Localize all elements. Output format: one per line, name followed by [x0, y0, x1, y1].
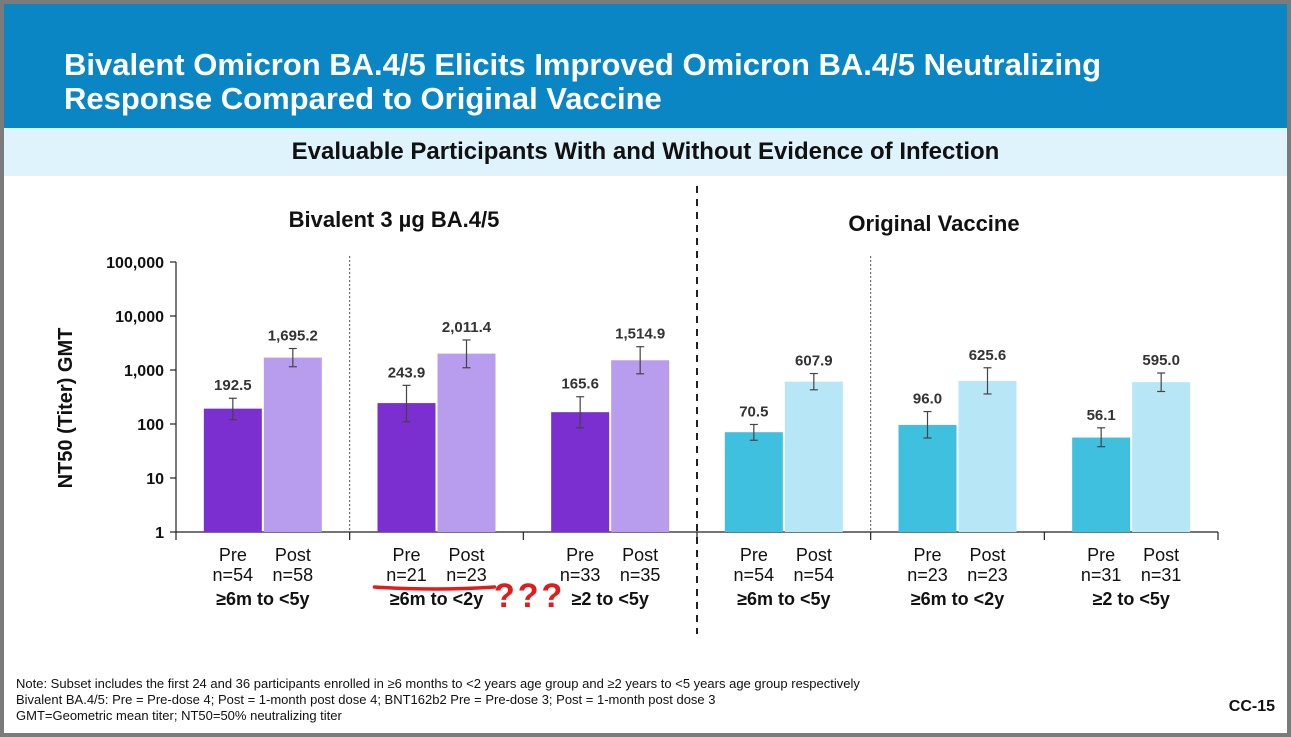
data-label: 243.9	[388, 364, 426, 381]
x-sample-size-label: n=58	[273, 565, 314, 585]
bar-bivalent-0-pre	[203, 408, 262, 532]
bar-bivalent-2-pre	[551, 412, 610, 532]
x-group-label: ≥6m to <2y	[390, 589, 483, 609]
bar-original-5-pre	[1072, 437, 1131, 532]
data-label: 625.6	[969, 347, 1007, 364]
x-sample-size-label: n=35	[620, 565, 661, 585]
bar-bivalent-0-post	[263, 357, 322, 532]
x-category-label: Post	[969, 545, 1005, 565]
slide-title: Bivalent Omicron BA.4/5 Elicits Improved…	[64, 47, 1102, 116]
data-label: 1,514.9	[615, 326, 665, 343]
x-category-label: Pre	[566, 545, 594, 565]
bar-original-5-post	[1132, 382, 1191, 532]
data-label: 165.6	[561, 376, 599, 393]
x-sample-size-label: n=31	[1081, 565, 1122, 585]
data-label: 96.0	[913, 391, 942, 408]
y-tick-label: 100,000	[106, 255, 164, 272]
y-tick-label: 10	[146, 471, 164, 488]
x-category-label: Pre	[392, 545, 420, 565]
neutralizing-titer-chart: 1101001,00010,000100,000192.5Pren=541,69…	[106, 186, 1219, 634]
x-group-label: ≥6m to <5y	[216, 589, 309, 609]
x-category-label: Pre	[913, 545, 941, 565]
x-category-label: Post	[622, 545, 658, 565]
x-sample-size-label: n=33	[560, 565, 601, 585]
x-category-label: Post	[796, 545, 832, 565]
x-group-label: ≥6m to <5y	[737, 589, 830, 609]
panel-title-original: Original Vaccine	[848, 211, 1020, 236]
x-sample-size-label: n=23	[446, 565, 487, 585]
footnote-line-3: GMT=Geometric mean titer; NT50=50% neutr…	[16, 708, 342, 723]
x-category-label: Post	[448, 545, 484, 565]
bar-original-3-pre	[724, 432, 783, 532]
x-sample-size-label: n=21	[386, 565, 427, 585]
footnote-line-1: Note: Subset includes the first 24 and 3…	[16, 676, 860, 691]
bar-original-4-pre	[898, 424, 957, 532]
subtitle-bar: Evaluable Participants With and Without …	[4, 128, 1287, 176]
bar-bivalent-1-pre	[377, 403, 436, 532]
bar-original-4-post	[958, 380, 1017, 532]
x-category-label: Post	[275, 545, 311, 565]
bar-bivalent-2-post	[611, 360, 670, 532]
x-sample-size-label: n=31	[1141, 565, 1182, 585]
question-marks-annotation: ???	[494, 577, 566, 615]
slide-code: CC-15	[1228, 698, 1275, 715]
x-category-label: Pre	[219, 545, 247, 565]
x-sample-size-label: n=54	[213, 565, 254, 585]
data-label: 2,011.4	[442, 319, 492, 336]
y-tick-label: 100	[137, 417, 164, 434]
x-group-label: ≥6m to <2y	[911, 589, 1004, 609]
x-sample-size-label: n=54	[734, 565, 775, 585]
x-group-label: ≥2 to <5y	[571, 589, 648, 609]
footnote: Note: Subset includes the first 24 and 3…	[16, 676, 1116, 724]
data-label: 1,695.2	[268, 328, 318, 345]
x-category-label: Post	[1143, 545, 1179, 565]
bar-bivalent-1-post	[437, 353, 496, 532]
slide: Bivalent Omicron BA.4/5 Elicits Improved…	[4, 4, 1287, 733]
title-bar: Bivalent Omicron BA.4/5 Elicits Improved…	[4, 4, 1287, 128]
x-sample-size-label: n=54	[794, 565, 835, 585]
data-label: 595.0	[1142, 352, 1180, 369]
x-sample-size-label: n=23	[967, 565, 1008, 585]
x-group-label: ≥2 to <5y	[1092, 589, 1169, 609]
x-category-label: Pre	[1087, 545, 1115, 565]
y-tick-label: 1,000	[124, 363, 164, 380]
data-label: 607.9	[795, 353, 833, 370]
data-label: 70.5	[739, 403, 768, 420]
x-category-label: Pre	[740, 545, 768, 565]
footnote-line-2: Bivalent BA.4/5: Pre = Pre-dose 4; Post …	[16, 692, 716, 707]
slide-subtitle: Evaluable Participants With and Without …	[291, 138, 1000, 165]
panel-title-bivalent: Bivalent 3 µg BA.4/5	[288, 207, 500, 232]
data-label: 192.5	[214, 377, 252, 394]
data-label: 56.1	[1087, 407, 1116, 424]
y-tick-label: 10,000	[115, 309, 164, 326]
x-sample-size-label: n=23	[907, 565, 948, 585]
y-tick-label: 1	[155, 525, 164, 542]
bar-original-3-post	[784, 381, 843, 532]
red-underline-annotation	[372, 585, 497, 591]
